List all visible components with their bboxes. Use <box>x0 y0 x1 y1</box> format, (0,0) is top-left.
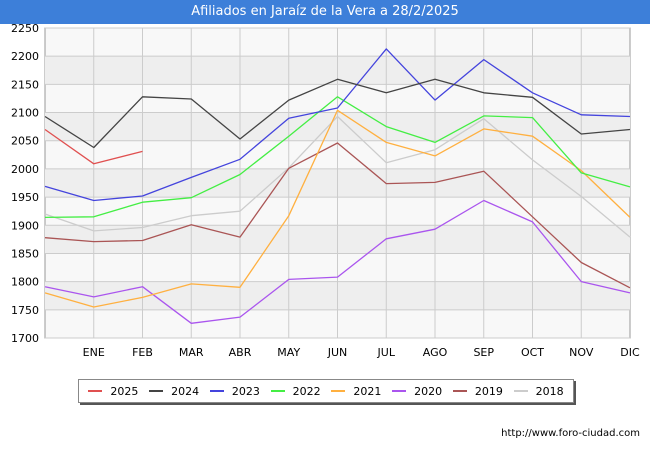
series-line-2021 <box>44 109 631 308</box>
y-tick-label: 2000 <box>11 163 39 176</box>
x-tick-label: ABR <box>229 346 252 359</box>
x-tick-label: DIC <box>620 346 640 359</box>
legend-swatch <box>452 390 467 392</box>
series-line-2022 <box>44 96 631 219</box>
legend-swatch <box>209 390 224 392</box>
legend-label: 2018 <box>535 384 564 398</box>
y-tick-label: 2050 <box>11 135 39 148</box>
legend-swatch <box>331 390 346 392</box>
series-line-2018 <box>44 115 631 238</box>
x-tick-label: OCT <box>521 346 544 359</box>
source-url: http://www.foro-ciudad.com <box>501 428 640 439</box>
legend-item-2018: 2018 <box>513 384 564 398</box>
series-line-2025 <box>44 128 143 165</box>
legend-item-2023: 2023 <box>209 384 260 398</box>
legend: 2025 2024 2023 2022 2021 2020 2019 2018 <box>78 379 574 403</box>
legend-item-2024: 2024 <box>149 385 199 398</box>
legend-swatch <box>392 390 407 392</box>
y-tick-label: 1950 <box>11 191 39 204</box>
legend-label: 2023 <box>231 384 260 398</box>
legend-swatch <box>88 390 103 392</box>
x-tick-label: JUN <box>327 346 348 359</box>
x-tick-label: ENE <box>83 346 105 359</box>
y-tick-label: 1900 <box>11 219 39 232</box>
y-tick-label: 1850 <box>11 247 39 260</box>
y-tick-label: 2150 <box>11 78 39 91</box>
grid <box>45 27 630 339</box>
legend-label: 2024 <box>171 384 200 398</box>
x-tick-label: NOV <box>569 346 594 359</box>
legend-item-2020: 2020 <box>392 385 442 398</box>
y-tick-label: 1700 <box>11 332 39 345</box>
x-tick-label: AGO <box>423 346 448 359</box>
x-tick-label: MAR <box>179 346 204 359</box>
legend-label: 2025 <box>110 384 139 398</box>
legend-swatch <box>513 390 528 392</box>
legend-label: 2021 <box>353 384 382 398</box>
legend-item-2019: 2019 <box>452 384 503 398</box>
y-tick-label: 2250 <box>11 22 39 35</box>
legend-item-2022: 2022 <box>270 384 321 398</box>
series-line-2019 <box>44 142 631 289</box>
legend-label: 2019 <box>474 384 503 398</box>
legend-swatch <box>149 390 164 392</box>
y-axis: 1700 1750 1800 1850 1900 1950 2000 2050 2100 2150… <box>11 22 39 345</box>
legend-swatch <box>270 390 285 392</box>
series-line-2024 <box>44 78 631 149</box>
x-tick-label: SEP <box>473 346 494 359</box>
y-tick-label: 2200 <box>11 50 39 63</box>
chart-title: Afiliados en Jaraíz de la Vera a 28/2/20… <box>0 0 650 24</box>
series-line-2020 <box>44 199 631 324</box>
legend-item-2021: 2021 <box>331 385 381 398</box>
series-line-2023 <box>44 48 631 202</box>
y-tick-label: 1800 <box>11 276 39 289</box>
y-tick-label: 1750 <box>11 304 39 317</box>
legend-item-2025: 2025 <box>88 385 138 398</box>
x-tick-label: FEB <box>132 346 153 359</box>
y-tick-label: 2100 <box>11 107 39 120</box>
legend-label: 2022 <box>292 384 321 398</box>
x-tick-label: JUL <box>377 346 396 359</box>
series-lines <box>44 48 631 324</box>
legend-label: 2020 <box>414 384 443 398</box>
x-axis: ENE FEB MAR ABR MAY JUN JUL AGO SEP OCT NOV DIC <box>83 346 640 359</box>
x-tick-label: MAY <box>277 346 300 359</box>
